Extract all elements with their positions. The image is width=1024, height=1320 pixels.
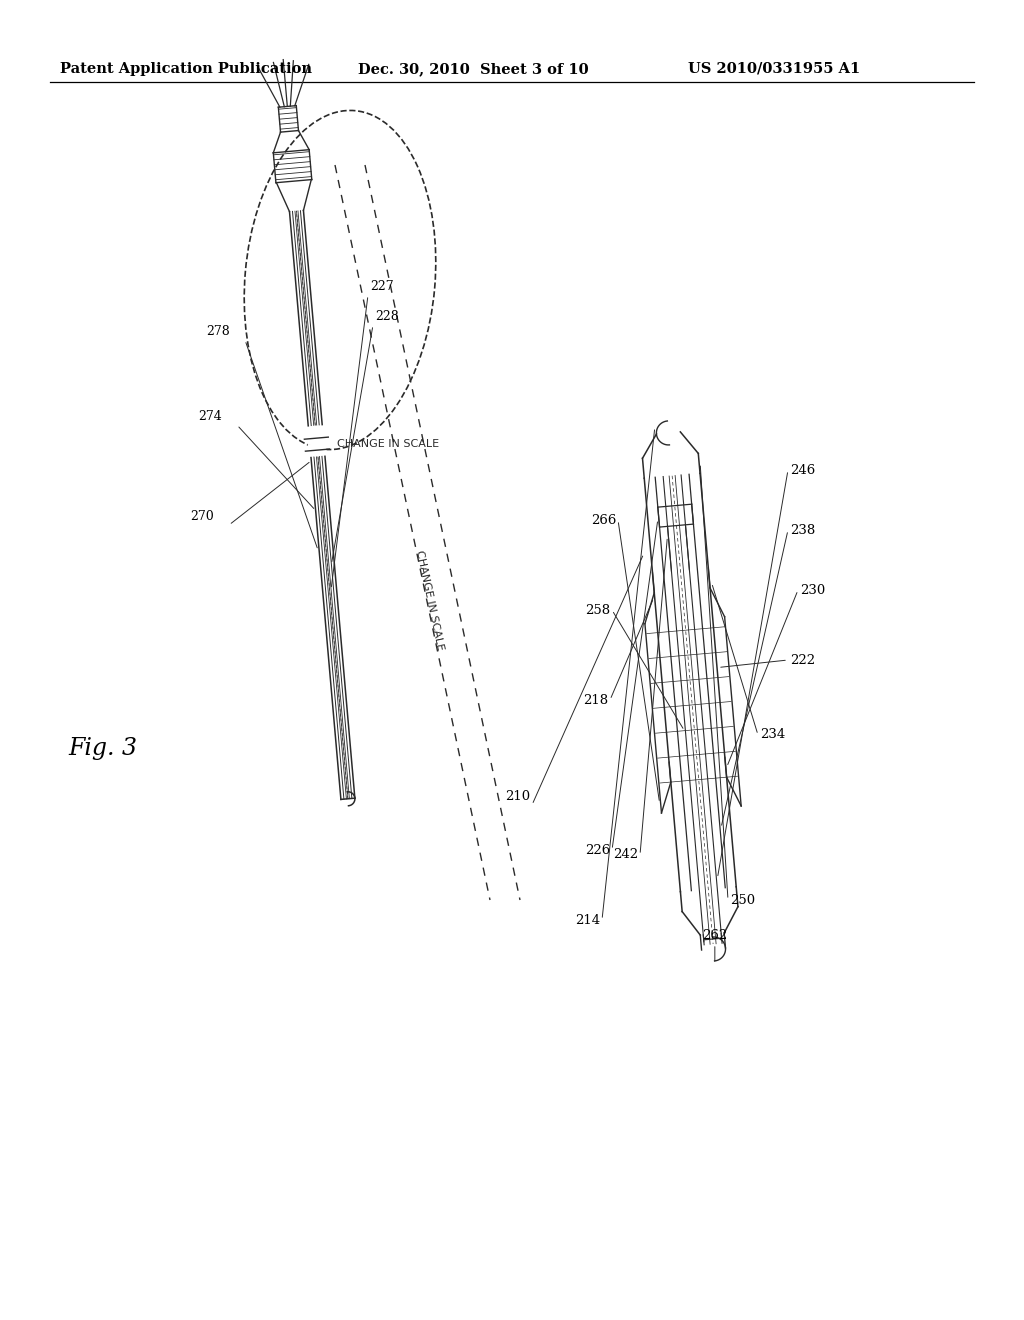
Text: US 2010/0331955 A1: US 2010/0331955 A1 — [688, 62, 860, 77]
Text: Patent Application Publication: Patent Application Publication — [60, 62, 312, 77]
Text: CHANGE IN SCALE: CHANGE IN SCALE — [337, 440, 439, 449]
Text: 228: 228 — [375, 310, 398, 323]
Text: 214: 214 — [574, 913, 600, 927]
Text: 246: 246 — [790, 463, 815, 477]
Text: 258: 258 — [585, 603, 610, 616]
Text: 234: 234 — [760, 729, 785, 742]
Text: Fig. 3: Fig. 3 — [68, 737, 137, 760]
Text: 230: 230 — [800, 583, 825, 597]
Text: 262: 262 — [702, 929, 727, 942]
Text: 222: 222 — [790, 653, 815, 667]
Text: 210: 210 — [505, 789, 530, 803]
Text: 242: 242 — [613, 849, 638, 862]
Text: 227: 227 — [370, 280, 393, 293]
Text: 250: 250 — [730, 894, 755, 907]
Text: 218: 218 — [583, 693, 608, 706]
Text: 238: 238 — [790, 524, 815, 536]
Text: 274: 274 — [199, 411, 222, 422]
Text: Dec. 30, 2010  Sheet 3 of 10: Dec. 30, 2010 Sheet 3 of 10 — [358, 62, 589, 77]
Text: 226: 226 — [585, 843, 610, 857]
Text: 278: 278 — [206, 325, 230, 338]
Text: 266: 266 — [591, 513, 616, 527]
Text: 270: 270 — [190, 510, 214, 523]
Text: CHANGE IN SCALE: CHANGE IN SCALE — [415, 549, 445, 651]
